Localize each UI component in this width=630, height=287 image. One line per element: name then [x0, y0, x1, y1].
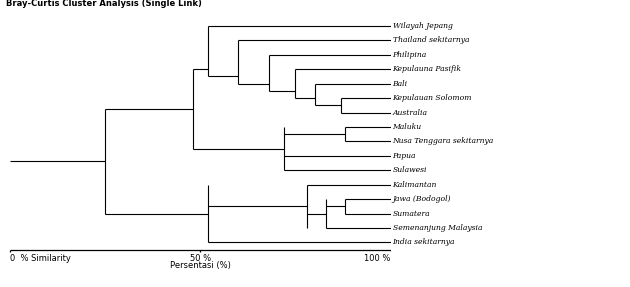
Text: Papua: Papua — [392, 152, 416, 160]
Text: Bali: Bali — [392, 80, 408, 88]
Text: Bray-Curtis Cluster Analysis (Single Link): Bray-Curtis Cluster Analysis (Single Lin… — [6, 0, 202, 8]
Text: Jawa (Bodogol): Jawa (Bodogol) — [392, 195, 451, 203]
Text: Semenanjung Malaysia: Semenanjung Malaysia — [392, 224, 482, 232]
Text: Kepulauna Pasifik: Kepulauna Pasifik — [392, 65, 462, 73]
Text: Kalimantan: Kalimantan — [392, 181, 437, 189]
Text: 50 %: 50 % — [190, 254, 211, 263]
Text: Australia: Australia — [392, 108, 428, 117]
Text: Maluku: Maluku — [392, 123, 421, 131]
Text: Nusa Tenggara sekitarnya: Nusa Tenggara sekitarnya — [392, 137, 494, 146]
Text: Sulawesi: Sulawesi — [392, 166, 427, 174]
Text: Persentasi (%): Persentasi (%) — [170, 261, 231, 270]
Text: 0  % Similarity: 0 % Similarity — [10, 254, 71, 263]
Text: Kepulauan Solomom: Kepulauan Solomom — [392, 94, 472, 102]
Text: Wilayah Jepang: Wilayah Jepang — [392, 22, 452, 30]
Text: Philipina: Philipina — [392, 51, 427, 59]
Text: India sekitarnya: India sekitarnya — [392, 238, 455, 247]
Text: Sumatera: Sumatera — [392, 210, 430, 218]
Text: Thailand sekitarnya: Thailand sekitarnya — [392, 36, 469, 44]
Text: 100 %: 100 % — [364, 254, 391, 263]
